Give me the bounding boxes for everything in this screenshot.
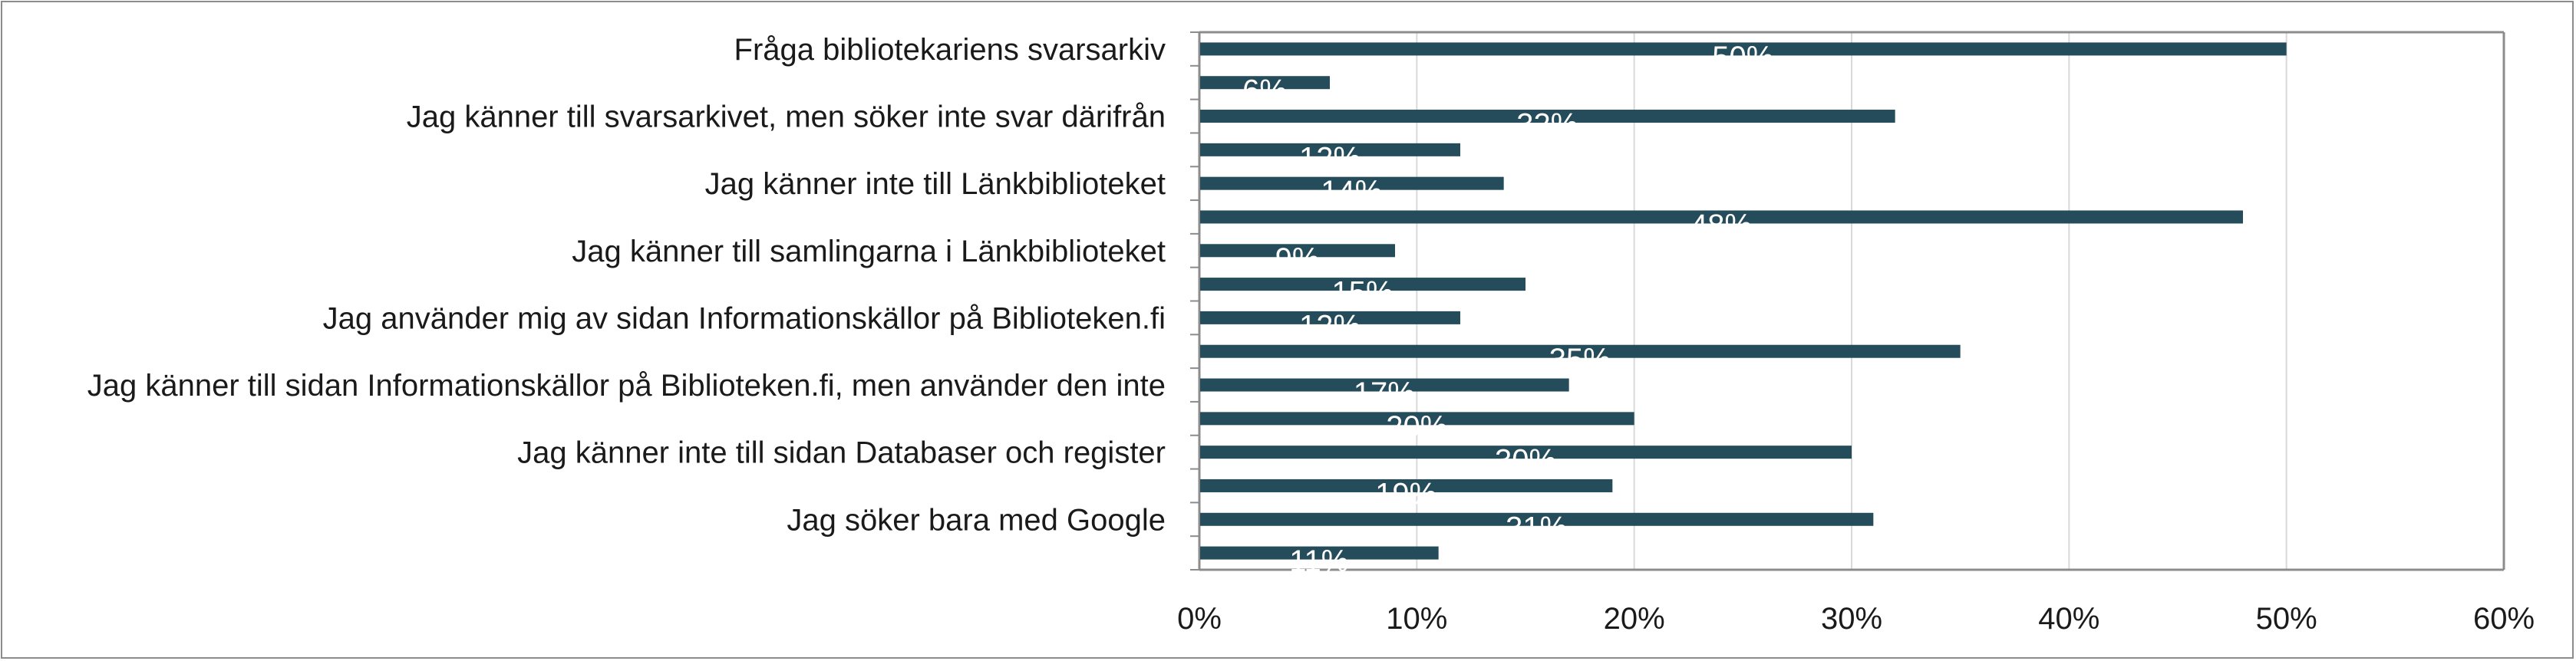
category-label: Jag söker bara med Google bbox=[787, 503, 1166, 537]
x-tick-label: 50% bbox=[2256, 602, 2317, 636]
bar bbox=[1200, 446, 1852, 459]
bar bbox=[1200, 378, 1569, 392]
data-label: 30% bbox=[1495, 444, 1556, 478]
data-label: 15% bbox=[1331, 276, 1393, 310]
bar bbox=[1200, 278, 1525, 291]
bar bbox=[1200, 546, 1439, 560]
data-label: 17% bbox=[1354, 377, 1415, 410]
category-label: Jag använder mig av sidan Informationskä… bbox=[323, 301, 1166, 335]
data-label: 32% bbox=[1516, 108, 1578, 142]
data-label: 19% bbox=[1375, 477, 1436, 511]
data-label: 12% bbox=[1299, 309, 1361, 343]
category-label: Jag känner till sidan Informationskällor… bbox=[87, 369, 1166, 403]
bar bbox=[1200, 478, 1613, 492]
x-tick-label: 0% bbox=[1177, 602, 1222, 636]
data-label: 48% bbox=[1690, 209, 1752, 242]
data-label: 50% bbox=[1712, 41, 1773, 74]
x-tick-label: 60% bbox=[2473, 602, 2535, 636]
category-label: Jag känner till samlingarna i Länkbiblio… bbox=[572, 235, 1166, 268]
bar bbox=[1200, 143, 1460, 156]
bar bbox=[1200, 210, 2243, 224]
bar bbox=[1200, 110, 1895, 123]
bar bbox=[1200, 176, 1504, 190]
x-tick-label: 20% bbox=[1604, 602, 1665, 636]
bar bbox=[1200, 42, 2287, 56]
x-tick-label: 30% bbox=[1821, 602, 1882, 636]
bar bbox=[1200, 76, 1330, 90]
category-label: Jag känner till svarsarkivet, men söker … bbox=[407, 100, 1166, 134]
data-label: 9% bbox=[1275, 242, 1320, 276]
data-label: 20% bbox=[1386, 410, 1447, 444]
category-label: Jag känner inte till sidan Databaser och… bbox=[517, 436, 1166, 470]
category-label: Fråga bibliotekariens svarsarkiv bbox=[734, 33, 1166, 67]
x-tick-label: 10% bbox=[1386, 602, 1447, 636]
category-label: Jag känner inte till Länkbiblioteket bbox=[705, 167, 1166, 201]
data-label: 31% bbox=[1506, 511, 1567, 544]
data-label: 11% bbox=[1289, 544, 1348, 578]
bar bbox=[1200, 512, 1874, 526]
bar bbox=[1200, 344, 1961, 358]
bar bbox=[1200, 244, 1395, 258]
data-label: 6% bbox=[1242, 74, 1287, 108]
x-tick-label: 40% bbox=[2038, 602, 2099, 636]
data-label: 12% bbox=[1299, 141, 1361, 175]
bar bbox=[1200, 412, 1634, 426]
bar bbox=[1200, 311, 1460, 324]
data-label: 14% bbox=[1321, 175, 1382, 209]
data-label: 35% bbox=[1549, 343, 1611, 377]
